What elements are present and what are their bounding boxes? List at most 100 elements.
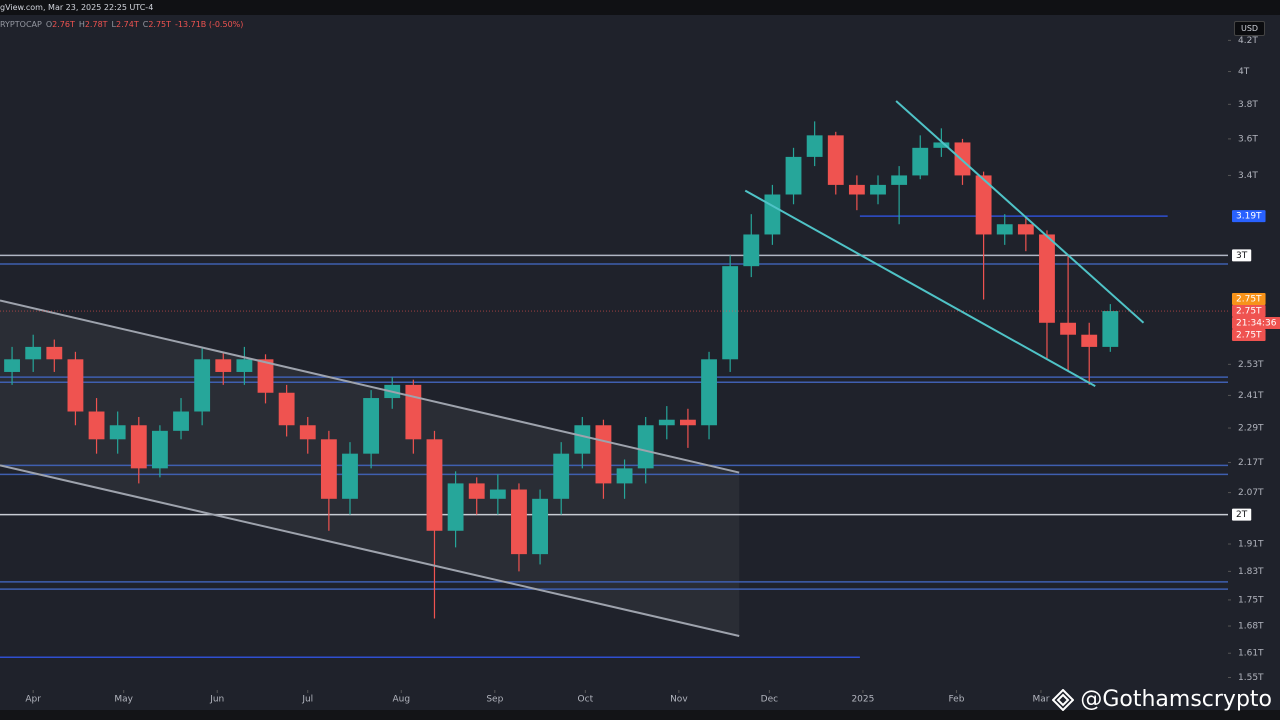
candle-body	[722, 266, 739, 360]
candle-body	[109, 425, 126, 440]
y-tick-label: 1.91T	[1238, 540, 1264, 550]
candle-body	[236, 359, 253, 372]
x-tick-label: May	[114, 695, 133, 705]
candle-body	[468, 483, 485, 499]
legend-value: 2.74T	[116, 20, 139, 29]
candle-body	[912, 147, 929, 176]
symbol: RYPTOCAP	[0, 20, 42, 29]
candle-body	[342, 453, 358, 499]
candle-body	[1081, 334, 1098, 347]
legend-value: 2.75T	[148, 20, 172, 29]
candle-body	[363, 398, 380, 454]
candle-body	[130, 425, 147, 469]
x-tick-label: Feb	[948, 695, 964, 705]
price-badge-label: 2.75T	[1236, 307, 1262, 317]
candle-body	[806, 135, 823, 157]
y-tick-label: 3.8T	[1238, 100, 1258, 110]
candle-body	[194, 359, 211, 412]
y-tick-label: 2.29T	[1238, 424, 1264, 434]
x-tick-label: Oct	[578, 695, 594, 705]
y-tick-label: 2.41T	[1238, 391, 1264, 401]
level-badge	[1232, 508, 1252, 521]
trend-line	[744, 189, 1096, 388]
legend-value: 2.78T	[84, 20, 108, 29]
candle-body	[426, 439, 443, 531]
candle-body	[574, 425, 591, 454]
candle-body	[637, 425, 654, 469]
y-tick-label: 3.6T	[1238, 134, 1258, 144]
level-badge-label: 3T	[1236, 251, 1248, 261]
y-tick-label: 2.53T	[1238, 360, 1264, 370]
candle-body	[151, 430, 168, 469]
candle-body	[553, 453, 570, 499]
x-tick-label: Jul	[301, 695, 313, 705]
x-tick-label: Mar	[1032, 695, 1049, 705]
candle-body	[320, 439, 337, 499]
price-badge-label: 2.75T	[1236, 295, 1262, 305]
x-tick-label: Aug	[392, 695, 410, 705]
candle-body	[975, 175, 992, 235]
legend-key: L	[111, 20, 117, 29]
y-tick-label: 1.55T	[1238, 673, 1264, 683]
candle-body	[701, 359, 717, 426]
legend-key: C	[142, 20, 149, 29]
level-badge-label: 3.19T	[1236, 212, 1262, 222]
candle-body	[173, 411, 189, 431]
candle-body	[4, 359, 20, 372]
candle-body	[88, 411, 105, 440]
legend-value: 2.76T	[52, 20, 75, 29]
candle-body	[891, 175, 908, 185]
level-badge-label: 2T	[1236, 510, 1248, 520]
price-badge-label: 2.75T	[1236, 331, 1262, 341]
candle-body	[278, 392, 295, 426]
channel-fill	[0, 300, 740, 636]
candle-body	[67, 359, 84, 412]
y-tick-label: 2.17T	[1238, 458, 1264, 468]
candle-body	[785, 156, 802, 195]
y-tick-label: 2.07T	[1238, 488, 1264, 498]
y-tick-label: 3.4T	[1238, 171, 1258, 181]
price-badge	[1232, 305, 1266, 318]
price-badge-label: 21:34:36	[1236, 319, 1277, 329]
candle-body	[870, 184, 886, 195]
candle-body	[996, 224, 1013, 235]
y-tick-label: 1.68T	[1238, 622, 1264, 632]
candle-body	[25, 346, 42, 360]
candle-body	[447, 483, 464, 531]
candle-body	[848, 184, 865, 195]
candle-body	[257, 359, 274, 393]
candle-body	[405, 384, 422, 440]
candle-body	[616, 468, 633, 484]
candle-body	[1017, 224, 1034, 235]
candle-body	[680, 419, 696, 426]
watermark-text: @Gothamscrypto	[1080, 687, 1272, 712]
candle-body	[954, 142, 971, 176]
level-badge	[1232, 210, 1266, 223]
legend-key: O	[45, 20, 53, 29]
candle-body	[933, 142, 950, 148]
price-badge	[1232, 317, 1280, 330]
y-tick-label: 1.61T	[1238, 649, 1264, 659]
change: -13.71B (-0.50%)	[175, 20, 244, 29]
x-tick-label: Dec	[761, 695, 778, 705]
x-tick-label: Nov	[670, 695, 688, 705]
trend-line	[0, 464, 740, 637]
candle-body	[743, 234, 760, 267]
x-tick-label: Jun	[209, 695, 224, 705]
candle-body	[532, 498, 548, 555]
level-badge	[1232, 249, 1252, 262]
candle-body	[658, 419, 675, 426]
candle-body	[299, 425, 316, 440]
currency[interactable]: USD	[1234, 21, 1266, 36]
y-tick-label: 4.2T	[1238, 36, 1258, 46]
candle-body	[1039, 234, 1055, 323]
candle-body	[511, 489, 527, 555]
x-tick-label: 2025	[851, 695, 874, 705]
y-tick-label: 4T	[1238, 67, 1250, 77]
x-tick-label: Apr	[25, 695, 41, 705]
candle-body	[764, 194, 781, 235]
candle-body	[827, 135, 844, 185]
legend-key: H	[78, 20, 85, 29]
ohlc-legend: RYPTOCAP O2.76T H2.78T L2.74T C2.75T -13.71B …	[0, 20, 247, 29]
